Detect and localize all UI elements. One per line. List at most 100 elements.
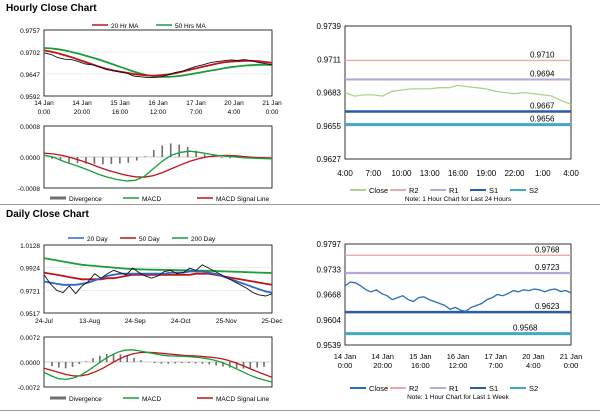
- divergence-bar: [249, 362, 252, 369]
- x-tick-label: 24-Oct: [171, 318, 191, 325]
- y-tick-label: 0.9517: [20, 311, 40, 318]
- x-tick-label: 0:00: [266, 109, 279, 116]
- x-tick-label: 16:00: [411, 361, 430, 370]
- legend-label: R1: [449, 186, 459, 195]
- divergence-bar: [78, 362, 81, 365]
- legend-label: MACD: [142, 396, 161, 403]
- level-value-label: 0.9768: [535, 245, 560, 254]
- divergence-bar: [229, 362, 231, 368]
- divergence-bar: [144, 156, 147, 157]
- legend-label: S1: [489, 186, 498, 195]
- legend-label: 20 Day: [87, 236, 108, 243]
- divergence-bar: [140, 360, 142, 362]
- ma50-line: [43, 47, 272, 78]
- level-value-label: 0.9568: [513, 324, 538, 333]
- close-line: [344, 84, 572, 106]
- chart-note: Note: 1 Hour Chart for Last 24 Hours: [405, 196, 512, 203]
- legend-label: R2: [409, 384, 419, 393]
- y-tick-label: 0.9757: [20, 28, 40, 35]
- x-tick-label: 20 Jan: [522, 352, 545, 361]
- divergence-bar: [187, 362, 190, 364]
- y-tick-label: 0.9739: [317, 22, 342, 31]
- y-tick-label: 0.0000: [20, 155, 40, 162]
- y-tick-label: 0.9924: [20, 266, 40, 273]
- x-tick-label: 20:00: [373, 361, 392, 370]
- y-tick-label: 0.9683: [317, 89, 342, 98]
- legend-label: Divergence: [69, 396, 102, 403]
- macd-signal-line: [43, 351, 273, 378]
- divergence-bar: [174, 362, 176, 364]
- x-tick-label: 22:00: [504, 169, 525, 178]
- x-tick-label: 0:00: [38, 109, 51, 116]
- x-tick-label: 20 Jan: [224, 100, 244, 107]
- divergence-bar: [215, 362, 217, 366]
- level-value-label: 0.9723: [535, 263, 560, 272]
- legend-label: 200 Day: [191, 236, 216, 243]
- divergence-bar: [203, 154, 206, 157]
- y-tick-label: 0.0072: [20, 335, 40, 342]
- y-tick-label: 0.9721: [20, 288, 40, 295]
- y-tick-label: 0.9733: [317, 265, 342, 274]
- y-tick-label: -0.0072: [18, 385, 40, 392]
- x-tick-label: 25-Dec: [262, 318, 284, 325]
- daily-section-title: Daily Close Chart: [6, 209, 89, 220]
- divergence-bar: [119, 157, 121, 164]
- divergence-bar: [126, 355, 129, 362]
- divergence-bar: [194, 362, 197, 364]
- divergence-bar: [136, 157, 138, 161]
- bottom-divider: [0, 410, 600, 411]
- legend-label: R2: [409, 186, 419, 195]
- y-tick-label: 0.9647: [20, 72, 40, 79]
- x-tick-label: 24-Jul: [35, 318, 53, 325]
- y-tick-label: 0.9627: [317, 155, 342, 164]
- divergence-bar: [263, 362, 265, 367]
- x-tick-label: 10:00: [391, 169, 412, 178]
- divergence-bar: [99, 355, 101, 362]
- divergence-bar: [160, 362, 163, 364]
- legend-label: MACD Signal Line: [216, 196, 269, 203]
- x-tick-label: 17 Jan: [186, 100, 206, 107]
- x-tick-label: 16 Jan: [447, 352, 470, 361]
- section-divider: [0, 204, 600, 205]
- legend-label: 50 Day: [139, 236, 160, 243]
- y-tick-label: 0.9655: [317, 122, 342, 131]
- x-tick-label: 7:00: [190, 109, 203, 116]
- divergence-bar: [256, 362, 258, 368]
- x-tick-label: 13-Aug: [79, 318, 100, 325]
- macd-signal-line: [43, 152, 273, 178]
- y-tick-label: 0.0000: [20, 360, 40, 367]
- x-tick-label: 16 Jan: [148, 100, 168, 107]
- divergence-bar: [112, 353, 115, 362]
- divergence-bar: [229, 157, 231, 159]
- divergence-bar: [51, 157, 53, 159]
- y-tick-label: -0.0008: [18, 186, 40, 193]
- legend-label: S2: [529, 186, 538, 195]
- x-tick-label: 20:00: [74, 109, 91, 116]
- close-line: [344, 281, 572, 312]
- ma50-line: [43, 271, 273, 286]
- divergence-bar: [152, 150, 155, 157]
- chart-note: Note: 1 Hour Chart for Last 1 Week: [407, 394, 510, 401]
- y-tick-label: 0.9702: [20, 50, 40, 57]
- divergence-bar: [68, 157, 70, 163]
- hourly-section-title: Hourly Close Chart: [6, 3, 97, 14]
- x-tick-label: 15 Jan: [409, 352, 432, 361]
- x-tick-label: 4:00: [337, 169, 353, 178]
- y-tick-label: 0.9604: [317, 316, 342, 325]
- x-tick-label: 24-Sep: [125, 318, 146, 325]
- level-value-label: 0.9710: [530, 50, 555, 59]
- divergence-bar: [110, 157, 113, 164]
- legend-label: MACD Signal Line: [216, 396, 269, 403]
- divergence-bar: [208, 362, 211, 365]
- divergence-bar: [133, 357, 135, 362]
- divergence-bar: [169, 143, 172, 157]
- divergence-bar: [235, 362, 238, 369]
- level-value-label: 0.9656: [530, 115, 555, 124]
- macd-line: [43, 150, 273, 182]
- x-tick-label: 1:00: [535, 169, 551, 178]
- legend-label: Divergence: [69, 196, 102, 203]
- close-line: [43, 264, 273, 297]
- x-tick-label: 16:00: [112, 109, 129, 116]
- legend-label: Close: [369, 186, 388, 195]
- divergence-bar: [85, 157, 87, 164]
